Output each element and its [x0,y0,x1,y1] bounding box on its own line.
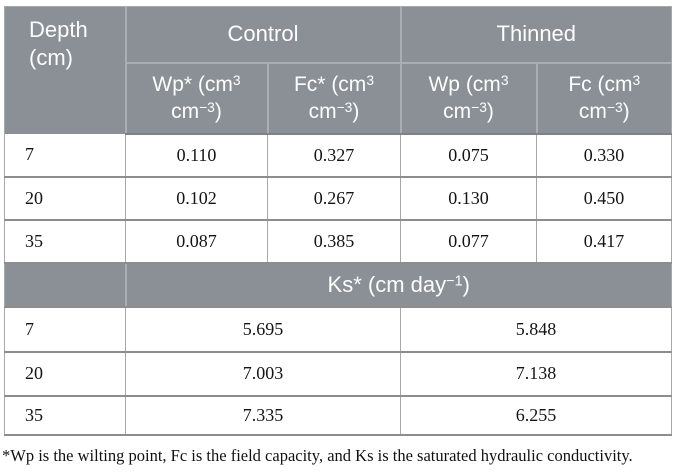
table-footnote: *Wp is the wilting point, Fc is the fiel… [2,446,633,465]
control-group-header: Control [124,6,401,64]
thinned-wp-value: 0.077 [400,219,537,264]
thinned-ks-value: 7.138 [400,351,672,397]
depth-value: 35 [4,395,126,436]
thinned-ks-value: 6.255 [400,395,672,436]
header-row-groups: Depth (cm) Control Thinned [4,6,672,134]
ks-section-header: Ks* (cm day−1) [124,262,672,308]
soil-hydraulic-properties-table: Depth (cm) Control Thinned Wp* (cm3 cm−3… [4,6,673,436]
control-fc-header: Fc* (cm3 cm−3) [266,62,401,135]
thinned-wp-header: Wp (cm3 cm−3) [399,62,537,135]
depth-value: 20 [4,176,126,221]
control-fc-value: 0.327 [266,133,401,178]
depth-column-header: Depth (cm) [4,6,126,134]
ks-empty-cell [4,262,126,308]
depth-value: 7 [4,306,126,353]
thinned-wp-value: 0.075 [400,133,537,178]
control-ks-value: 5.695 [124,306,401,353]
ks-row-depth-35: 35 7.335 6.255 [4,395,672,436]
control-wp-value: 0.087 [125,219,268,264]
table-row-depth-7: 7 0.110 0.327 0.075 0.330 [4,133,672,178]
control-fc-value: 0.267 [266,176,401,221]
thinned-fc-header: Fc (cm3 cm−3) [535,62,672,135]
depth-value: 7 [4,133,126,178]
thinned-wp-value: 0.130 [400,176,537,221]
table-row-depth-20: 20 0.102 0.267 0.130 0.450 [4,176,672,221]
control-ks-value: 7.003 [124,351,401,397]
thinned-fc-value: 0.330 [536,133,672,178]
thinned-fc-value: 0.417 [536,219,672,264]
ks-row-depth-7: 7 5.695 5.848 [4,306,672,353]
control-fc-value: 0.385 [266,219,401,264]
thinned-ks-value: 5.848 [400,306,672,353]
table-row-depth-35: 35 0.087 0.385 0.077 0.417 [4,219,672,264]
control-wp-header: Wp* (cm3 cm−3) [124,62,268,135]
thinned-fc-value: 0.450 [536,176,672,221]
control-ks-value: 7.335 [124,395,401,436]
control-wp-value: 0.102 [125,176,268,221]
control-wp-value: 0.110 [125,133,268,178]
depth-value: 20 [4,351,126,397]
header-row-units: Wp* (cm3 cm−3) Fc* (cm3 cm−3) Wp (cm3 cm… [5,62,672,135]
ks-section-header-row: Ks* (cm day−1) [4,262,672,308]
ks-row-depth-20: 20 7.003 7.138 [4,351,672,397]
depth-value: 35 [4,219,126,264]
thinned-group-header: Thinned [399,6,672,64]
